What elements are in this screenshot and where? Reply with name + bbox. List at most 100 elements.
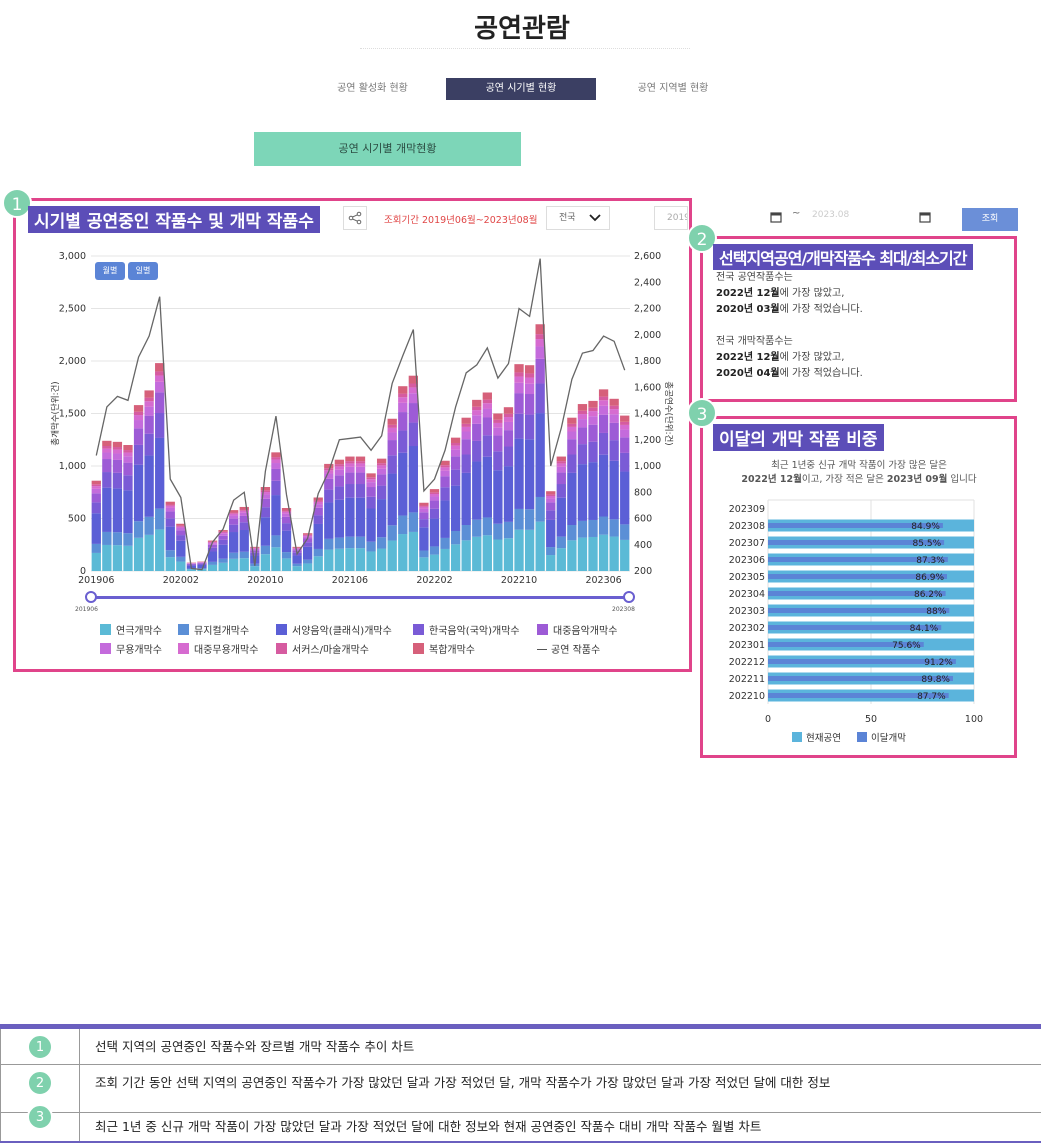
- legend-item[interactable]: 복합개막수: [413, 641, 475, 656]
- bar-segment: [376, 537, 387, 549]
- bar-segment: [165, 550, 175, 558]
- bar-segment: [514, 438, 524, 509]
- tab-period[interactable]: 공연 시기별 현황: [446, 78, 596, 100]
- bar-segment: [493, 427, 503, 436]
- y2-tick-label: 1,400: [634, 409, 661, 420]
- calendar-end-icon[interactable]: [919, 208, 931, 223]
- range-slider-end-handle[interactable]: [623, 591, 635, 603]
- bar-segment: [186, 569, 197, 571]
- legend-item[interactable]: 대중음악개막수: [537, 622, 617, 637]
- monthly-toggle-button[interactable]: 월별: [95, 262, 125, 280]
- bar-segment: [472, 461, 482, 520]
- bar-segment: [218, 558, 228, 563]
- bar-segment: [292, 546, 302, 548]
- tab-region[interactable]: 공연 지역별 현황: [637, 83, 709, 94]
- bar-segment: [229, 524, 239, 533]
- bar-segment: [229, 518, 239, 525]
- y2-tick-label: 2,400: [634, 277, 661, 288]
- tab-activation[interactable]: 공연 활성화 현황: [337, 83, 408, 94]
- bar-segment: [355, 472, 366, 485]
- bar-segment: [588, 400, 598, 408]
- search-button[interactable]: 조회: [962, 208, 1018, 231]
- bar-segment: [334, 499, 345, 538]
- bar-segment: [556, 484, 566, 498]
- range-slider-start-handle[interactable]: [85, 591, 97, 603]
- range-slider-track[interactable]: [91, 596, 629, 599]
- region-select[interactable]: 전국: [546, 206, 610, 230]
- calendar-icon[interactable]: [770, 208, 782, 223]
- bar-segment: [535, 496, 545, 522]
- data-label: 84.1%: [910, 624, 939, 634]
- legend-item-line[interactable]: 공연 작품수: [537, 641, 600, 656]
- bar-segment: [408, 375, 418, 384]
- bar-segment: [334, 548, 345, 571]
- bar-segment: [472, 415, 482, 424]
- bar-segment: [355, 484, 366, 498]
- bar-segment: [461, 525, 471, 541]
- legend-item[interactable]: 뮤지컬개막수: [178, 622, 249, 637]
- legend-item[interactable]: 서커스/마술개막수: [276, 641, 369, 656]
- bar-segment: [345, 497, 355, 537]
- bar-segment: [461, 431, 471, 440]
- bar-segment: [387, 473, 397, 526]
- bar-segment: [250, 555, 260, 564]
- bar-segment: [123, 450, 133, 453]
- legend-item[interactable]: 서양음악(클래식)개막수: [276, 622, 392, 637]
- bar-segment: [355, 466, 366, 473]
- bar-segment: [429, 496, 440, 501]
- bar-segment: [598, 414, 609, 433]
- date-start-field[interactable]: 2019.06: [654, 206, 688, 230]
- legend-item[interactable]: 대중무용개막수: [178, 641, 258, 656]
- legend-item[interactable]: 연극개막수: [100, 622, 162, 637]
- range-slider-end-label: 202308: [612, 606, 635, 613]
- bar-segment: [271, 495, 281, 536]
- x-tick-label: 100: [965, 714, 983, 725]
- y2-tick-label: 2,600: [634, 251, 661, 262]
- daily-toggle-button[interactable]: 일별: [128, 262, 158, 280]
- bar-segment: [144, 433, 154, 456]
- bar-segment: [313, 504, 323, 508]
- bar-segment: [165, 557, 175, 571]
- bar-segment: [271, 547, 281, 571]
- bar-segment: [398, 430, 408, 453]
- bar-segment: [144, 406, 154, 416]
- bar-segment: [292, 563, 302, 567]
- date-end-field[interactable]: 2023.08: [812, 210, 850, 220]
- bar-segment: [429, 546, 440, 555]
- bar-segment: [376, 485, 387, 500]
- y-tick-label: 0: [80, 566, 86, 577]
- share-icon[interactable]: [343, 206, 367, 230]
- bar-segment: [324, 489, 334, 503]
- data-label: 87.3%: [916, 556, 945, 566]
- bar-segment: [514, 393, 524, 414]
- bar-segment: [524, 414, 535, 440]
- bar-segment: [313, 548, 323, 557]
- bar-segment: [493, 470, 503, 524]
- x-tick-label: 202010: [247, 575, 283, 586]
- bar-segment: [577, 464, 588, 521]
- bar-segment: [546, 494, 556, 496]
- legend-item[interactable]: 한국음악(국악)개막수: [413, 622, 520, 637]
- bar-segment: [133, 537, 144, 571]
- y2-axis-label: 총공연수(단위:건): [663, 381, 674, 445]
- line-series-performances: [95, 258, 626, 571]
- bar-segment: [144, 534, 154, 571]
- bar-segment: [419, 527, 429, 551]
- bar-segment: [91, 502, 101, 514]
- bar-segment: [229, 510, 239, 513]
- bar-segment: [102, 452, 112, 460]
- section-header-button[interactable]: 공연 시기별 개막현황: [254, 132, 521, 166]
- row-text: 최근 1년 중 신규 개막 작품이 가장 많았던 달과 가장 적었던 달에 대한…: [95, 1119, 762, 1134]
- bar-segment: [324, 478, 334, 490]
- bar-segment: [503, 407, 514, 414]
- legend-label: 연극개막수: [116, 626, 162, 637]
- legend-item[interactable]: 무용개막수: [100, 641, 162, 656]
- bar-segment: [419, 557, 429, 571]
- bar-segment: [524, 529, 535, 571]
- category-label: 202307: [729, 538, 765, 549]
- bar-segment: [123, 452, 133, 457]
- bar-segment: [112, 447, 123, 450]
- bar-segment: [535, 339, 545, 347]
- bar-segment: [271, 463, 281, 469]
- bar-segment: [334, 464, 345, 467]
